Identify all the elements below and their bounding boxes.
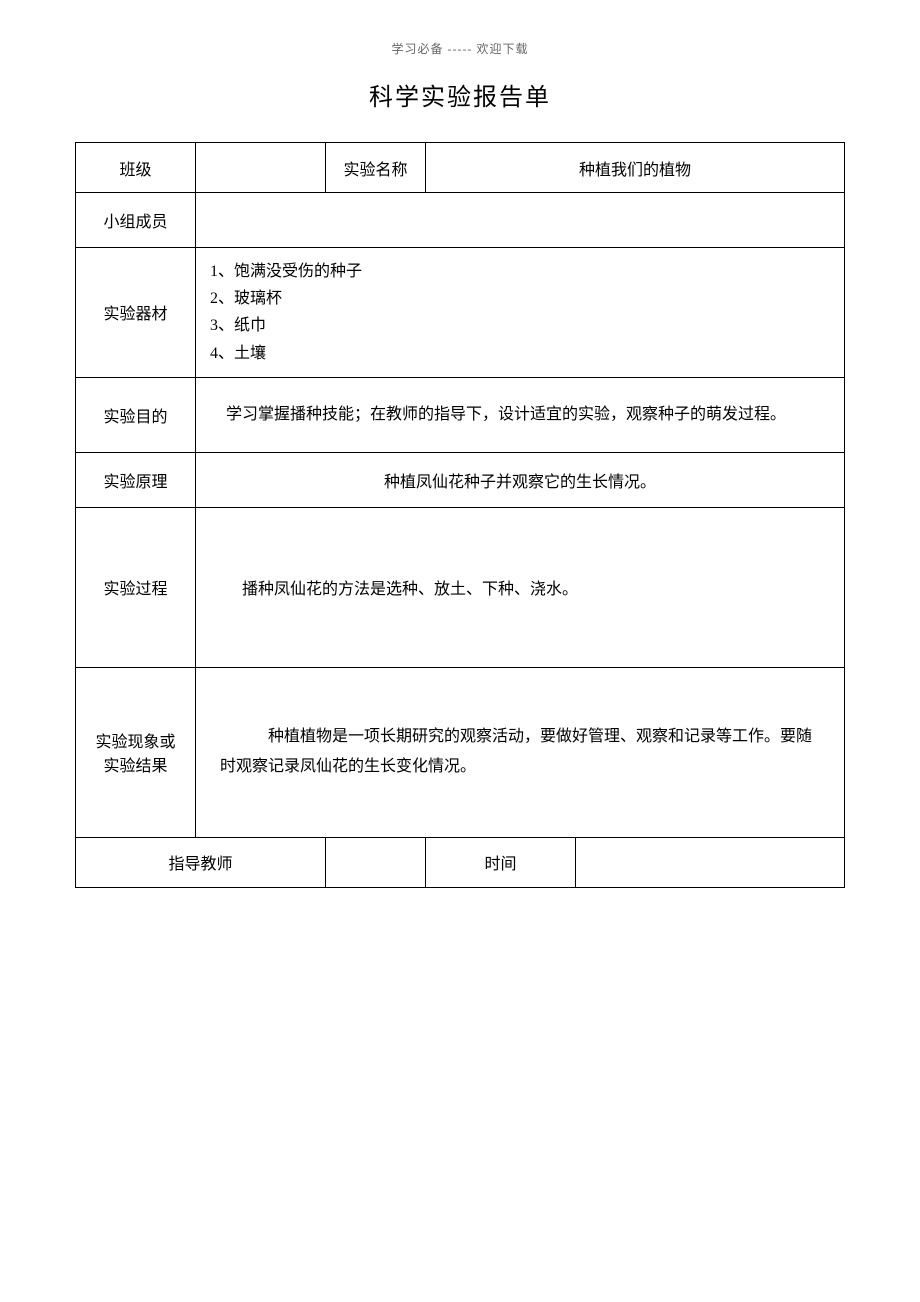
- label-result: 实验现象或实验结果: [76, 667, 196, 837]
- row-teacher-time: 指导教师 时间: [76, 837, 845, 887]
- label-teacher: 指导教师: [76, 837, 326, 887]
- label-materials: 实验器材: [76, 248, 196, 378]
- material-item-2: 2、玻璃杯: [210, 285, 830, 312]
- label-class: 班级: [76, 143, 196, 193]
- value-class: [196, 143, 326, 193]
- label-members: 小组成员: [76, 193, 196, 248]
- value-materials: 1、饱满没受伤的种子 2、玻璃杯 3、纸巾 4、土壤: [196, 248, 845, 378]
- process-text: 播种凤仙花的方法是选种、放土、下种、浇水。: [210, 575, 830, 599]
- row-members: 小组成员: [76, 193, 845, 248]
- row-process: 实验过程 播种凤仙花的方法是选种、放土、下种、浇水。: [76, 507, 845, 667]
- purpose-text: 学习掌握播种技能；在教师的指导下，设计适宜的实验，观察种子的萌发过程。: [210, 400, 830, 430]
- value-purpose: 学习掌握播种技能；在教师的指导下，设计适宜的实验，观察种子的萌发过程。: [196, 377, 845, 452]
- value-teacher: [326, 837, 426, 887]
- row-materials: 实验器材 1、饱满没受伤的种子 2、玻璃杯 3、纸巾 4、土壤: [76, 248, 845, 378]
- principle-text: 种植凤仙花种子并观察它的生长情况。: [210, 468, 830, 492]
- row-result: 实验现象或实验结果 种植植物是一项长期研究的观察活动，要做好管理、观察和记录等工…: [76, 667, 845, 837]
- label-exp-name: 实验名称: [326, 143, 426, 193]
- value-members: [196, 193, 845, 248]
- row-principle: 实验原理 种植凤仙花种子并观察它的生长情况。: [76, 452, 845, 507]
- value-exp-name: 种植我们的植物: [426, 143, 845, 193]
- row-class-expname: 班级 实验名称 种植我们的植物: [76, 143, 845, 193]
- value-principle: 种植凤仙花种子并观察它的生长情况。: [196, 452, 845, 507]
- label-process: 实验过程: [76, 507, 196, 667]
- result-text: 种植植物是一项长期研究的观察活动，要做好管理、观察和记录等工作。要随时观察记录凤…: [210, 722, 830, 783]
- value-process: 播种凤仙花的方法是选种、放土、下种、浇水。: [196, 507, 845, 667]
- material-item-4: 4、土壤: [210, 340, 830, 367]
- page-title: 科学实验报告单: [0, 77, 920, 112]
- label-time: 时间: [426, 837, 576, 887]
- material-item-3: 3、纸巾: [210, 312, 830, 339]
- value-time: [576, 837, 845, 887]
- header-note: 学习必备 ----- 欢迎下载: [0, 40, 920, 57]
- label-purpose: 实验目的: [76, 377, 196, 452]
- label-principle: 实验原理: [76, 452, 196, 507]
- row-purpose: 实验目的 学习掌握播种技能；在教师的指导下，设计适宜的实验，观察种子的萌发过程。: [76, 377, 845, 452]
- report-table: 班级 实验名称 种植我们的植物 小组成员 实验器材 1、饱满没受伤的种子 2、玻…: [75, 142, 845, 888]
- value-result: 种植植物是一项长期研究的观察活动，要做好管理、观察和记录等工作。要随时观察记录凤…: [196, 667, 845, 837]
- material-item-1: 1、饱满没受伤的种子: [210, 258, 830, 285]
